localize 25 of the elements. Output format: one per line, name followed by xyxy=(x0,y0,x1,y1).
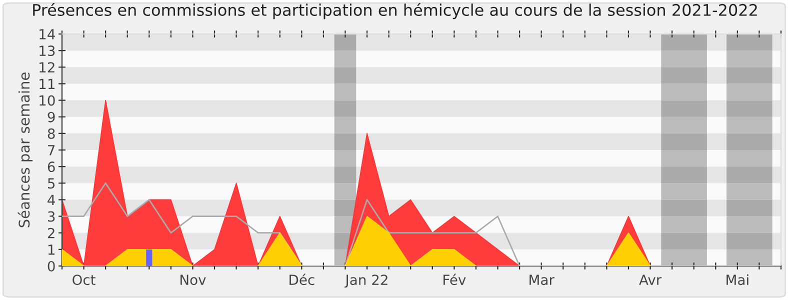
y-tick-label: 1 xyxy=(48,244,54,255)
x-tick-label: Mar xyxy=(530,274,554,286)
y-tick-label: 3 xyxy=(48,211,55,222)
y-tick-label: 9 xyxy=(48,112,55,122)
x-tick-label: Déc xyxy=(290,274,314,286)
x-tick-label: Jan 22 xyxy=(344,274,388,288)
y-axis-title: Séances par semaine xyxy=(18,72,33,228)
y-tick-label: 13 xyxy=(40,46,55,56)
y-tick-label: 0 xyxy=(48,260,55,272)
x-tick-label: Mai xyxy=(726,274,748,286)
y-tick-label: 7 xyxy=(48,145,55,156)
chart-title: Présences en commissions et participation en hémicycle au cours de la session 2021-2022 xyxy=(33,3,757,20)
y-tick-label: 8 xyxy=(48,128,55,139)
y-tick-label: 10 xyxy=(40,95,55,106)
x-tick-label: Nov xyxy=(180,274,206,286)
y-tick-label: 4 xyxy=(48,194,55,205)
y-tick-label: 5 xyxy=(48,178,55,189)
y-tick-label: 11 xyxy=(40,78,54,89)
y-tick-label: 14 xyxy=(40,29,55,40)
y-tick-label: 6 xyxy=(48,162,55,172)
y-tick-label: 2 xyxy=(48,228,54,238)
x-tick-label: Fév xyxy=(444,274,466,286)
x-tick-label: Avr xyxy=(639,274,662,285)
y-tick-label: 12 xyxy=(40,62,54,72)
x-tick-label: Oct xyxy=(72,274,96,286)
